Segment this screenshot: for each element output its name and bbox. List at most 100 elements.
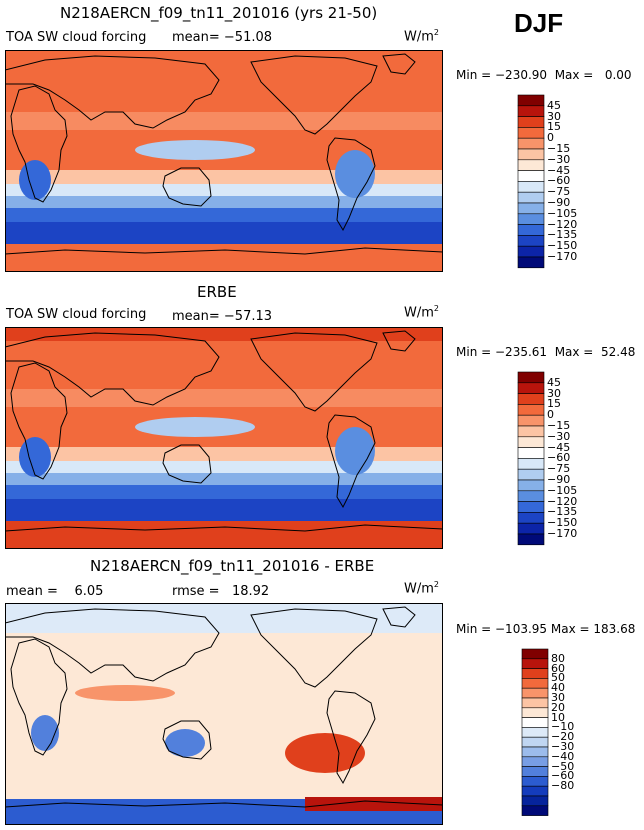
- colorbar-swatch: [521, 648, 549, 660]
- coastline: [250, 55, 378, 135]
- field-band: [5, 473, 443, 485]
- colorbar-swatch: [517, 137, 545, 150]
- field-blob: [165, 729, 205, 757]
- colorbar-tick-label: −90: [547, 473, 571, 486]
- colorbar-swatch: [517, 224, 545, 236]
- field-band: [5, 208, 443, 222]
- colorbar-tick-label: 10: [551, 710, 565, 724]
- colorbar-tick-label: 30: [547, 109, 561, 123]
- colorbar-tick-label: −120: [547, 494, 578, 508]
- colorbar-tick-label: −135: [547, 505, 578, 519]
- field-blob: [335, 427, 375, 475]
- colorbar-swatch: [521, 697, 549, 709]
- field-band: [5, 170, 443, 184]
- field-band: [5, 461, 443, 473]
- panel-3-minmax: Min = −103.95 Max = 183.68: [456, 622, 636, 636]
- coastline: [10, 362, 68, 480]
- coastline: [5, 608, 220, 682]
- field-band: [5, 603, 443, 633]
- panel-1-mean: mean= −51.08: [172, 30, 273, 45]
- coastline: [5, 524, 443, 549]
- coastline: [250, 608, 378, 688]
- colorbar-swatch: [517, 256, 545, 269]
- colorbar-swatch: [517, 202, 545, 215]
- colorbar-swatch: [517, 170, 545, 182]
- panel-3-rmse: rmse = 18.92: [172, 584, 270, 599]
- colorbar-tick-label: 0: [547, 131, 554, 145]
- colorbar-swatches: [517, 371, 545, 546]
- field-band: [5, 389, 443, 407]
- colorbar-tick-label: −60: [547, 451, 571, 465]
- field-blob: [31, 715, 59, 751]
- panel-2-map: [5, 327, 443, 549]
- panel-2-variable: TOA SW cloud forcing: [6, 307, 147, 322]
- colorbar-swatch: [521, 727, 549, 738]
- colorbar-swatch: [517, 404, 545, 416]
- coastline: [5, 55, 220, 129]
- colorbar-swatches: [517, 94, 545, 269]
- colorbar-swatch: [517, 191, 545, 204]
- colorbar-swatch: [521, 687, 549, 699]
- colorbar-tick-label: 15: [547, 120, 561, 134]
- colorbar-swatch: [517, 522, 545, 535]
- colorbar-swatch: [517, 116, 545, 128]
- field-band: [5, 112, 443, 130]
- colorbar-swatch: [517, 148, 545, 161]
- panel-2-mean: mean= −57.13: [172, 309, 273, 324]
- field-band: [5, 184, 443, 196]
- field-blob: [135, 140, 255, 160]
- colorbar-tick-label: 50: [551, 671, 565, 685]
- colorbar-tick-label: −40: [551, 749, 575, 763]
- panel-3-title: N218AERCN_f09_tn11_201016 - ERBE: [90, 557, 375, 575]
- panel-3-units: W/m2: [404, 580, 439, 597]
- coastline: [5, 800, 443, 825]
- panel-1-map: [5, 50, 443, 272]
- coastline: [382, 53, 416, 75]
- colorbar-swatch: [517, 425, 545, 438]
- colorbar-swatch: [517, 94, 545, 107]
- panel-1-variable: TOA SW cloud forcing: [6, 30, 147, 45]
- field-blob: [75, 685, 175, 701]
- colorbar-tick-label: −170: [547, 527, 578, 540]
- colorbar-swatch: [517, 501, 545, 513]
- colorbar-swatch: [521, 776, 549, 787]
- panel-1-units: W/m2: [404, 28, 439, 45]
- colorbar-tick-label: −150: [547, 516, 578, 530]
- colorbar-swatch: [517, 479, 545, 492]
- coastline: [162, 444, 212, 484]
- field-blob: [135, 417, 255, 437]
- colorbar-swatch: [521, 707, 549, 718]
- colorbar-tick-label: −45: [547, 440, 571, 454]
- colorbar-tick-label: 40: [551, 681, 565, 695]
- colorbar-tick-label: −10: [551, 720, 575, 734]
- coastline: [10, 85, 68, 203]
- colorbar-tick-label: 60: [551, 661, 565, 675]
- panel-2-title: ERBE: [197, 283, 237, 301]
- colorbar-swatch: [517, 245, 545, 258]
- colorbar-swatch: [521, 785, 549, 797]
- colorbar-tick-label: 80: [551, 651, 565, 665]
- panel-2-units: W/m2: [404, 304, 439, 321]
- colorbar-tick-label: −20: [551, 730, 575, 744]
- panel-2-minmax: Min = −235.61 Max = 52.48: [456, 345, 636, 359]
- colorbar-tick-label: 15: [547, 397, 561, 411]
- colorbar-tick-label: −60: [551, 769, 575, 783]
- field-band: [305, 797, 443, 811]
- colorbar-tick-label: 0: [547, 408, 554, 422]
- colorbar-tick-label: −30: [551, 740, 575, 753]
- colorbar-swatch: [517, 235, 545, 247]
- map-frame: [5, 50, 443, 272]
- colorbar-swatch: [521, 736, 549, 748]
- colorbar-tick-label: −15: [547, 419, 571, 432]
- colorbar-swatch: [521, 795, 549, 807]
- colorbar-tick-label: −90: [547, 196, 571, 209]
- panel-1-minmax: Min = −230.90 Max = 0.00: [456, 68, 632, 82]
- field-blob: [335, 150, 375, 198]
- coastline: [326, 690, 376, 785]
- colorbar-tick-label: −45: [547, 163, 571, 177]
- colorbar-swatch: [517, 533, 545, 546]
- colorbar-swatch: [521, 756, 549, 767]
- colorbar-tick-label: 45: [547, 98, 561, 112]
- colorbar-swatch: [521, 668, 549, 679]
- map-frame: [5, 327, 443, 549]
